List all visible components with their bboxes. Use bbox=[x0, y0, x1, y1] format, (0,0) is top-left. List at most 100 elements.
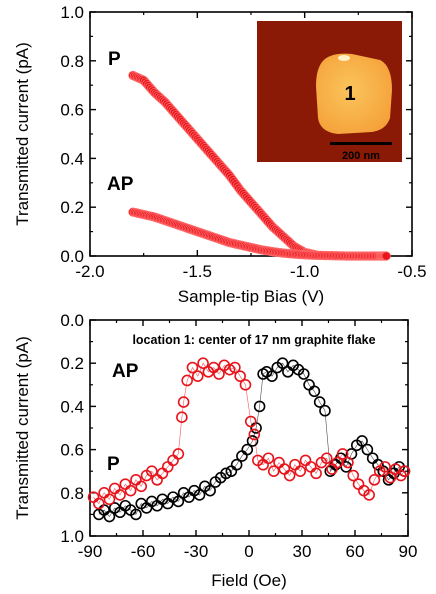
bottom-point-red bbox=[223, 363, 236, 376]
bottom-x-tick-label: -90 bbox=[78, 542, 103, 561]
bottom-point-black bbox=[361, 443, 374, 456]
bottom-point-black bbox=[241, 443, 254, 456]
bottom-point-red bbox=[191, 370, 204, 382]
top-x-tick-label: -0.5 bbox=[397, 262, 426, 281]
bottom-point-black bbox=[246, 435, 259, 447]
bottom-point-black bbox=[276, 357, 289, 370]
bottom-y-tick-label: 0.8 bbox=[60, 484, 84, 503]
bottom-y-tick-label: 0.6 bbox=[60, 441, 84, 460]
plot-annotation: location 1: center of 17 nm graphite fla… bbox=[132, 333, 375, 347]
bottom-point-red bbox=[347, 469, 360, 482]
top-y-tick-label: 0.4 bbox=[60, 149, 84, 168]
bottom-point-black bbox=[297, 368, 310, 380]
top-x-tick-label: -1.0 bbox=[290, 262, 319, 281]
top-point-ap bbox=[381, 251, 391, 261]
bottom-label-p: P bbox=[107, 454, 120, 475]
bottom-y-tick-label: 0.4 bbox=[60, 397, 84, 416]
bottom-point-red bbox=[181, 374, 193, 387]
bottom-point-black bbox=[356, 435, 368, 447]
bottom-y-tick-label: 0.2 bbox=[60, 354, 84, 373]
series-label-p: P bbox=[108, 49, 121, 70]
bottom-point-red bbox=[176, 411, 188, 424]
bottom-y-tick-labels: 0.0 0.2 0.4 0.6 0.8 1.0 bbox=[60, 311, 84, 546]
bottom-point-red bbox=[197, 357, 209, 370]
top-y-axis-label: Transmitted current (pA) bbox=[13, 42, 32, 226]
bottom-point-red bbox=[177, 396, 190, 408]
bottom-point-black bbox=[313, 396, 326, 408]
bottom-point-red bbox=[229, 361, 241, 374]
bottom-point-red bbox=[146, 465, 158, 478]
bottom-data-points bbox=[87, 357, 411, 523]
bottom-point-red bbox=[124, 484, 137, 497]
bottom-point-red bbox=[244, 415, 257, 428]
bottom-y-tick-label: 0.0 bbox=[60, 311, 84, 330]
top-x-axis-label: Sample-tip Bias (V) bbox=[178, 287, 324, 306]
bottom-point-black bbox=[253, 400, 266, 413]
bottom-point-black bbox=[193, 489, 206, 501]
bottom-point-red bbox=[135, 480, 148, 493]
top-panel: -2.0 -1.5 -1.0 -0.5 0.0 0.2 0.4 0.6 0.8 1.0 1 20… bbox=[13, 3, 427, 306]
bottom-point-black bbox=[319, 404, 331, 417]
bottom-x-axis-label: Field (Oe) bbox=[211, 571, 287, 590]
bottom-x-tick-label: 30 bbox=[293, 542, 312, 561]
top-data-points bbox=[128, 70, 391, 261]
top-x-tick-label: -1.5 bbox=[183, 262, 212, 281]
bottom-point-black bbox=[230, 458, 243, 471]
bottom-label-ap: AP bbox=[112, 361, 139, 382]
bottom-point-black bbox=[172, 495, 185, 508]
bottom-point-red bbox=[262, 452, 275, 465]
bottom-point-red bbox=[283, 469, 296, 482]
bottom-point-red bbox=[93, 497, 105, 510]
bottom-x-tick-label: -30 bbox=[184, 542, 209, 561]
bottom-x-tick-labels: -90 -60 -30 0 30 60 90 bbox=[78, 542, 418, 561]
bottom-x-tick-label: 90 bbox=[399, 542, 418, 561]
series-label-ap: AP bbox=[107, 174, 134, 195]
top-y-tick-label: 1.0 bbox=[60, 3, 84, 22]
bottom-point-red bbox=[342, 456, 354, 469]
bottom-point-red bbox=[398, 465, 411, 478]
top-x-tick-label: -2.0 bbox=[75, 262, 104, 281]
bottom-point-red bbox=[186, 361, 199, 374]
bottom-point-red bbox=[368, 474, 381, 486]
flake-bright-spot bbox=[338, 55, 350, 61]
scalebar bbox=[330, 142, 392, 145]
inset-stm-image: 1 200 nm bbox=[257, 21, 402, 162]
bottom-axis-ticks bbox=[89, 319, 409, 537]
bottom-point-red bbox=[336, 448, 349, 460]
bottom-point-black bbox=[103, 510, 116, 523]
bottom-point-red bbox=[234, 370, 246, 382]
bottom-x-tick-label: -60 bbox=[131, 542, 156, 561]
top-y-tick-label: 0.6 bbox=[60, 101, 84, 120]
top-y-tick-label: 0.0 bbox=[60, 247, 84, 266]
bottom-point-red bbox=[294, 465, 307, 478]
bottom-point-red bbox=[363, 489, 375, 501]
bottom-point-black bbox=[266, 370, 278, 382]
bottom-point-red bbox=[213, 368, 225, 380]
bottom-point-red bbox=[103, 493, 116, 506]
bottom-point-red bbox=[267, 465, 280, 478]
bottom-point-red bbox=[239, 378, 252, 391]
bottom-point-red bbox=[310, 467, 322, 480]
bottom-point-red bbox=[114, 489, 126, 501]
bottom-point-red bbox=[320, 452, 333, 465]
bottom-y-tick-label: 1.0 bbox=[60, 527, 84, 546]
bottom-x-tick-label: 0 bbox=[244, 542, 253, 561]
bottom-x-tick-label: 60 bbox=[346, 542, 365, 561]
graphite-flake bbox=[316, 53, 392, 134]
bottom-point-red bbox=[379, 461, 391, 473]
bottom-panel: -90 -60 -30 0 30 60 90 0.0 0.2 0.4 0.6 0.8 1.0 loca… bbox=[13, 311, 417, 590]
bottom-point-red bbox=[248, 428, 261, 441]
bottom-y-axis-label: Transmitted current (pA) bbox=[13, 336, 32, 520]
bottom-point-red bbox=[172, 448, 185, 460]
top-y-tick-label: 0.2 bbox=[60, 198, 84, 217]
bottom-point-black bbox=[308, 385, 321, 398]
top-y-tick-labels: 0.0 0.2 0.4 0.6 0.8 1.0 bbox=[60, 3, 84, 266]
flake-number-label: 1 bbox=[344, 83, 355, 105]
bottom-point-black bbox=[130, 508, 142, 521]
bottom-point-black bbox=[220, 467, 232, 480]
bottom-point-red bbox=[384, 471, 397, 484]
top-x-tick-labels: -2.0 -1.5 -1.0 -0.5 bbox=[75, 262, 426, 281]
bottom-plot-frame bbox=[89, 319, 409, 537]
bottom-point-black bbox=[204, 484, 216, 497]
